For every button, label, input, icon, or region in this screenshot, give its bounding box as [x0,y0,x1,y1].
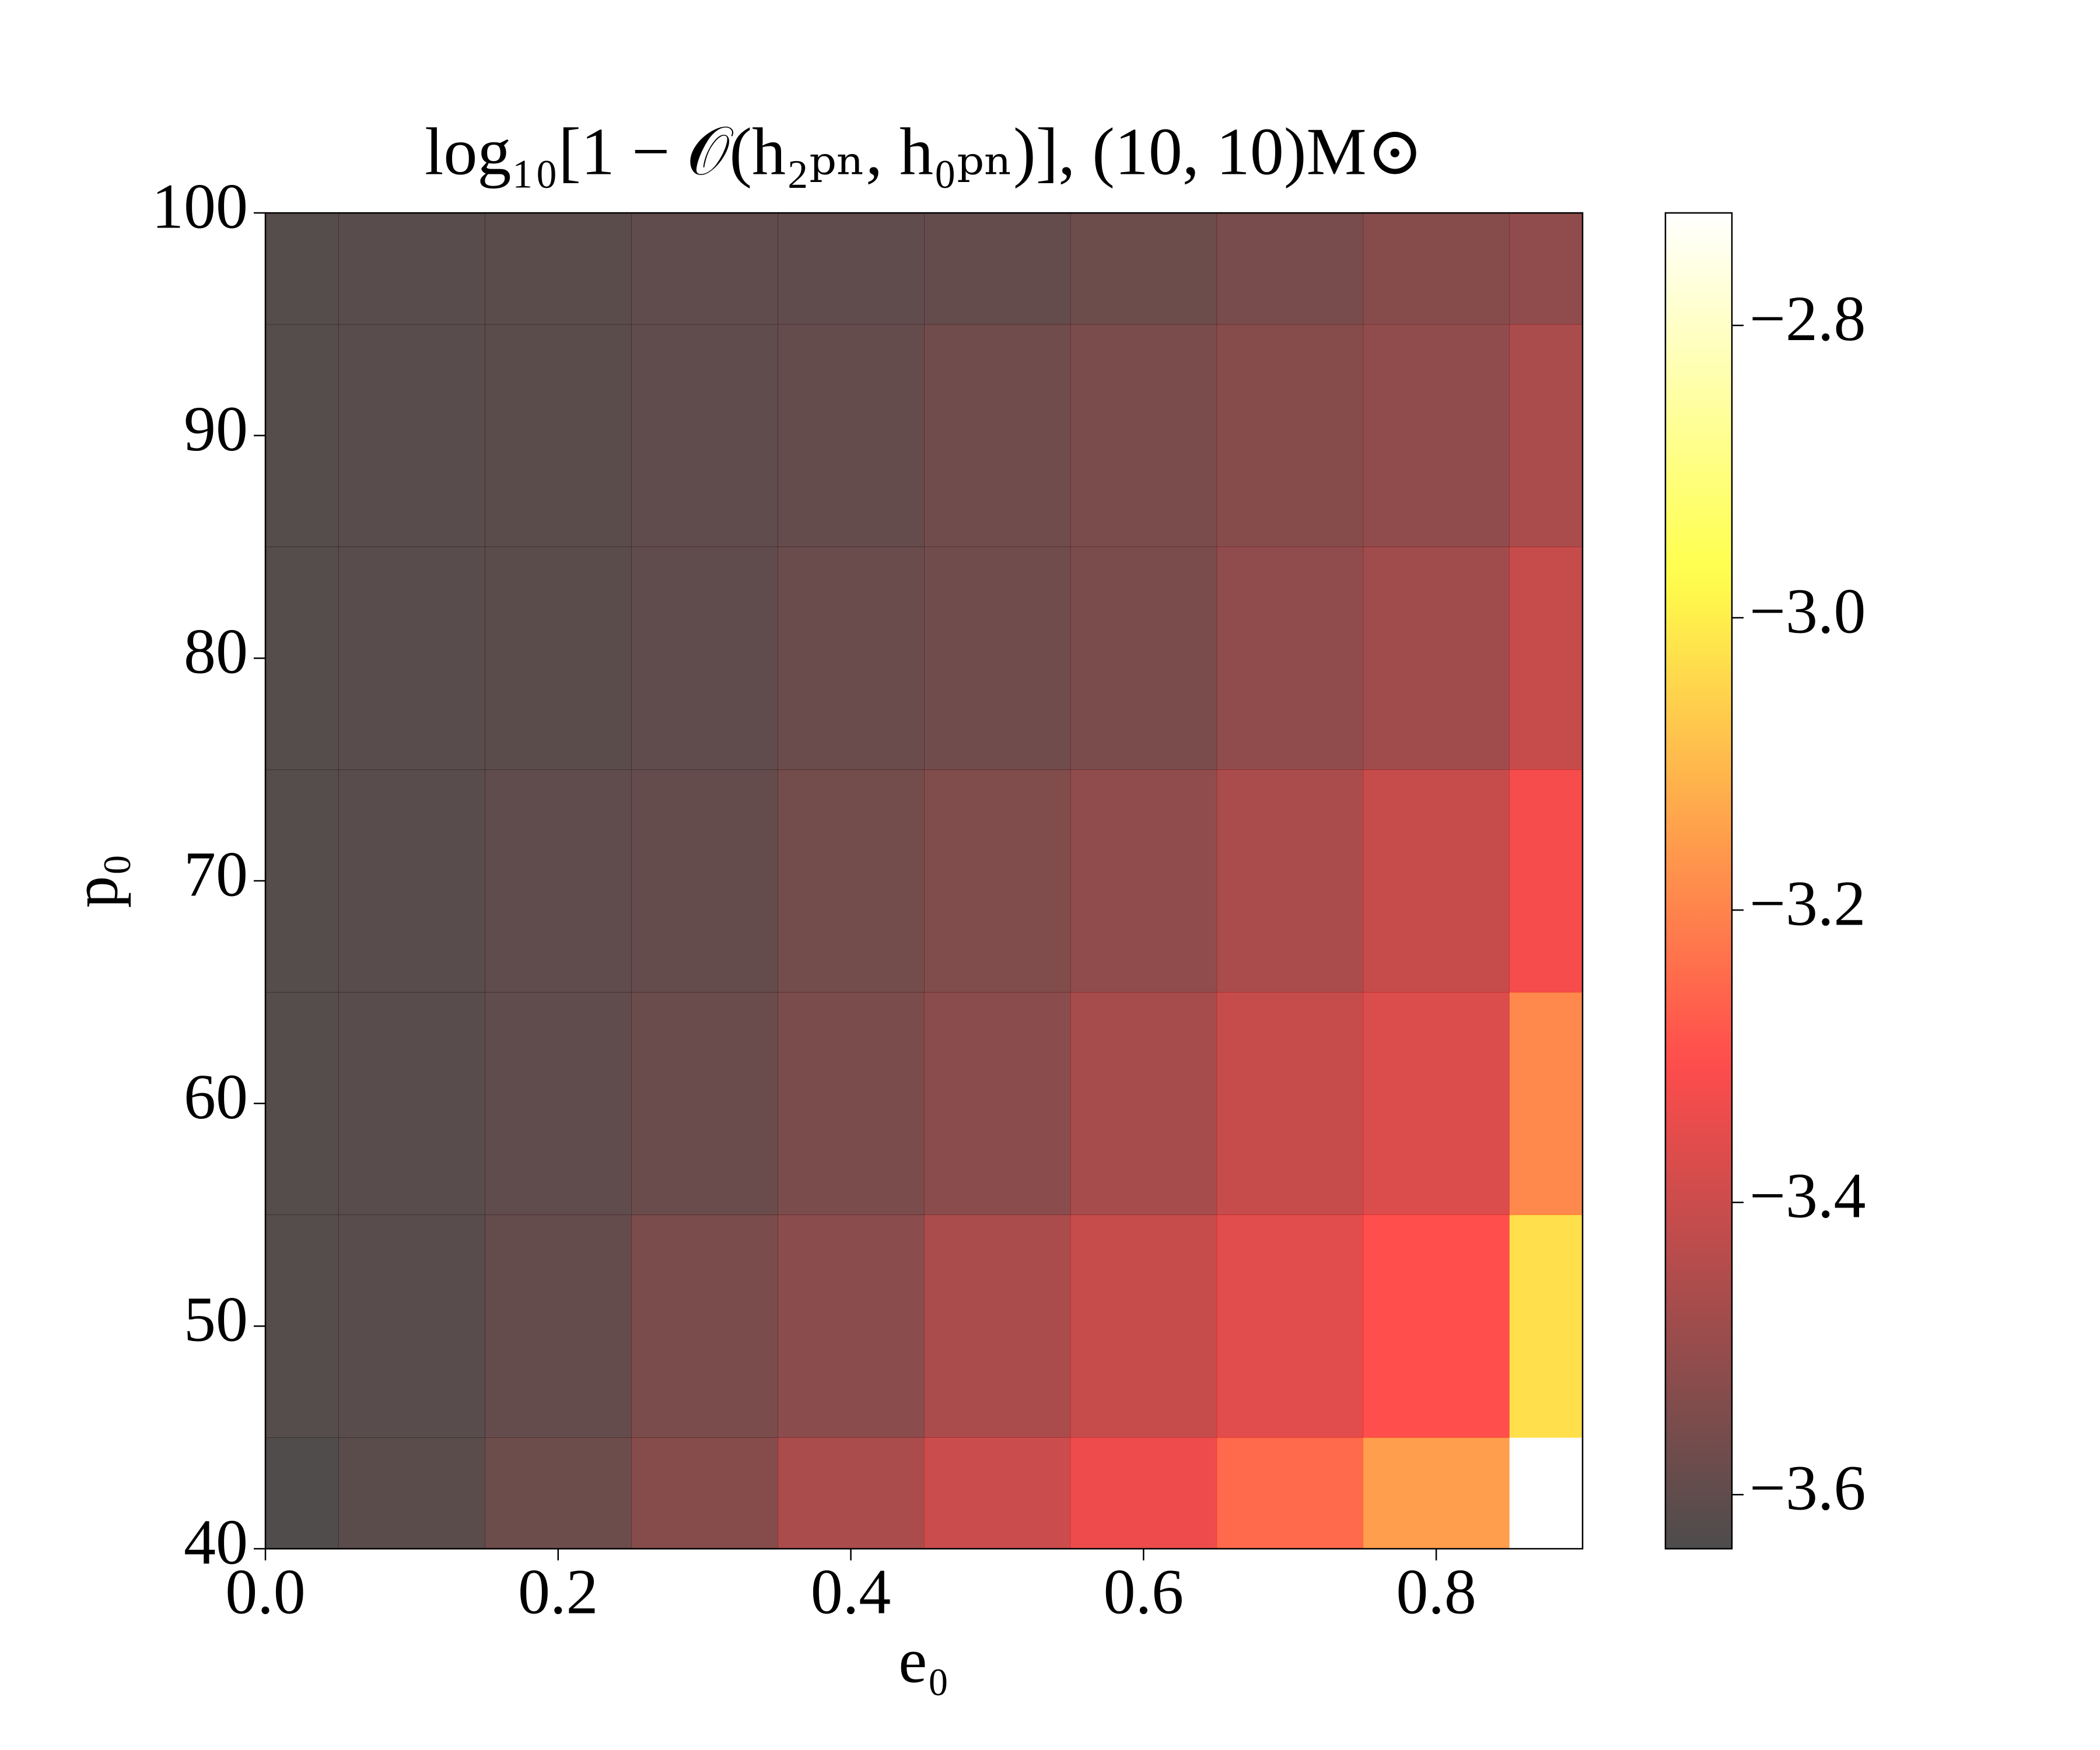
heatmap-cell [338,769,485,993]
colorbar [1664,212,1733,1550]
heatmap-cell [265,1214,339,1438]
heatmap-cell [1216,1214,1364,1438]
heatmap-cell [1509,547,1583,770]
x-tick-label: 0.6 [1104,1556,1184,1627]
heatmap-cell [1070,324,1217,547]
heatmap-cell [338,1437,485,1549]
heatmap-cell [265,324,339,547]
heatmap-cell [485,1437,632,1549]
chart-title: log₁₀[1 − 𝒪(h₂ₚₙ, h₀ₚₙ)], (10, 10)M⊙ [425,115,1423,190]
heatmap-cell [1363,1437,1510,1549]
heatmap-cell [1070,992,1217,1215]
heatmap-cell [1070,1214,1217,1438]
x-tick-label: 0.8 [1396,1556,1476,1627]
heatmap-cell [778,769,925,993]
heatmap-cell [265,213,339,325]
colorbar-tick-label: −3.6 [1749,1452,1866,1524]
heatmap-cell [1216,992,1364,1215]
heatmap-cell [265,547,339,770]
heatmap-cell [924,1214,1071,1438]
heatmap-cell [1216,769,1364,993]
x-tick-label: 0.2 [518,1556,598,1627]
heatmap-cell [1216,1437,1364,1549]
heatmap-cell [338,992,485,1215]
heatmap-cell [631,324,778,547]
y-tick-label: 40 [184,1506,248,1577]
heatmap-cell [1509,769,1583,993]
heatmap-cell [778,992,925,1215]
colorbar-tick-label: −3.2 [1749,867,1866,939]
heatmap-cell [485,992,632,1215]
heatmap-cell [778,213,925,325]
heatmap-cell [631,213,778,325]
x-tick-label: 0.4 [811,1556,891,1627]
heatmap-cell [924,992,1071,1215]
heatmap-cell [1363,1214,1510,1438]
heatmap-cell [1216,213,1364,325]
heatmap-cell [924,324,1071,547]
heatmap-cell [1509,324,1583,547]
heatmap-cell [1363,992,1510,1215]
y-tick-label: 60 [184,1061,248,1132]
heatmap-cell [631,992,778,1215]
heatmap-cell [485,324,632,547]
heatmap-cell [1363,213,1510,325]
heatmap-cell [265,992,339,1215]
heatmap-cell [485,1214,632,1438]
heatmap-cell [1363,324,1510,547]
heatmap-cell [1070,769,1217,993]
y-tick-label: 100 [152,170,248,242]
heatmap-cell [631,769,778,993]
heatmap-cell [485,769,632,993]
heatmap-cell [924,547,1071,770]
heatmap-cell [631,1437,778,1549]
heatmap-cell [631,547,778,770]
heatmap-cell [1070,213,1217,325]
colorbar-tick-label: −3.0 [1749,575,1866,646]
heatmap-cell [778,324,925,547]
heatmap-cell [1509,992,1583,1215]
heatmap-cell [924,213,1071,325]
heatmap-cell [778,1437,925,1549]
y-tick-label: 80 [184,616,248,687]
y-tick-label: 50 [184,1284,248,1355]
heatmap-cell [1216,324,1364,547]
heatmap-cell [1509,1437,1583,1549]
y-tick-label: 90 [184,393,248,464]
heatmap-cell [924,769,1071,993]
heatmap-cell [1509,213,1583,325]
heatmap-cell [1363,547,1510,770]
y-axis-label: p₀ [60,853,131,908]
x-axis-label: e₀ [898,1625,949,1696]
heatmap-cell [1509,1214,1583,1438]
colorbar-tick-label: −2.8 [1749,283,1866,354]
heatmap-cell [485,213,632,325]
heatmap-cell [338,547,485,770]
heatmap-cell [924,1437,1071,1549]
x-tick-label: 0.0 [225,1556,306,1627]
heatmap-cell [338,213,485,325]
heatmap-cell [1216,547,1364,770]
heatmap-cell [1070,547,1217,770]
heatmap-cell [265,769,339,993]
heatmap-cell [338,324,485,547]
heatmap-cell [1363,769,1510,993]
colorbar-tick-label: −3.4 [1749,1160,1866,1231]
y-tick-label: 70 [184,838,248,909]
heatmap-cell [485,547,632,770]
heatmap-cell [265,1437,339,1549]
heatmap-cell [631,1214,778,1438]
heatmap-cell [778,547,925,770]
heatmap-cell [778,1214,925,1438]
heatmap-cell [338,1214,485,1438]
heatmap-cell [1070,1437,1217,1549]
